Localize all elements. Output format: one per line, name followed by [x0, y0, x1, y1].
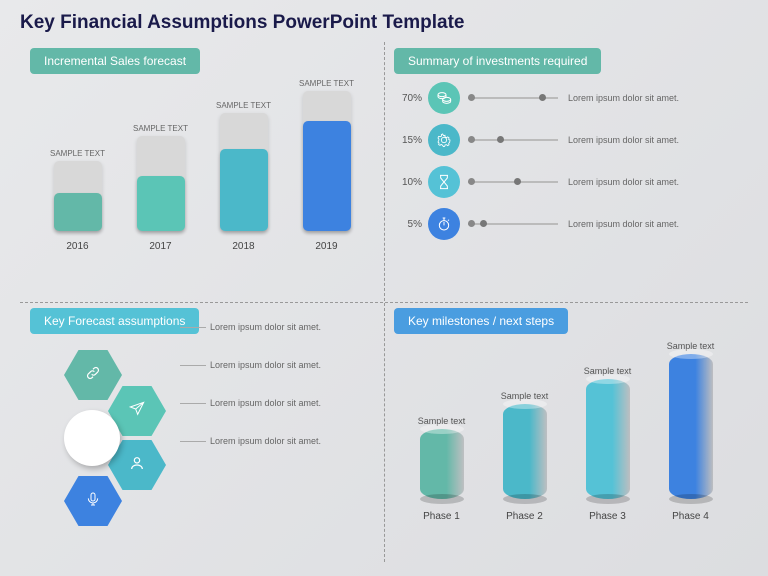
percent-label: 70% — [394, 93, 422, 104]
bar-inner — [137, 176, 185, 231]
tab-sales-forecast: Incremental Sales forecast — [30, 48, 200, 74]
plane-icon — [129, 401, 145, 422]
bar-year: 2019 — [315, 241, 337, 252]
bar-column: SAMPLE TEXT 2019 — [297, 79, 357, 252]
investment-text: Lorem ipsum dolor sit amet. — [568, 177, 679, 187]
investment-text: Lorem ipsum dolor sit amet. — [568, 135, 679, 145]
slider-track — [468, 139, 558, 141]
phase-label: Phase 4 — [672, 511, 709, 522]
bar-column: SAMPLE TEXT 2018 — [214, 101, 274, 252]
hex-cluster — [30, 346, 210, 526]
bar-inner — [220, 149, 268, 231]
phase-label: Phase 2 — [506, 511, 543, 522]
bar-chart: SAMPLE TEXT 2016SAMPLE TEXT 2017SAMPLE T… — [30, 82, 374, 252]
slider-track — [468, 181, 558, 183]
hourglass-icon — [428, 166, 460, 198]
assumption-text: Lorem ipsum dolor sit amet. — [210, 360, 321, 370]
tab-forecast-assumptions: Key Forecast assumptions — [30, 308, 199, 334]
bar-outer — [137, 136, 185, 231]
cylinder-bar — [503, 404, 547, 499]
phase-label: Phase 1 — [423, 511, 460, 522]
bar-outer — [303, 91, 351, 231]
quad-grid: Incremental Sales forecast SAMPLE TEXT 2… — [20, 42, 748, 562]
percent-label: 10% — [394, 177, 422, 188]
bar-inner — [54, 193, 102, 231]
link-icon — [85, 365, 101, 386]
bar-label: SAMPLE TEXT — [216, 101, 271, 110]
page-title: Key Financial Assumptions PowerPoint Tem… — [20, 12, 748, 34]
investment-row: 10% Lorem ipsum dolor sit amet. — [394, 166, 738, 198]
cylinder-column: Sample text Phase 2 — [494, 391, 556, 522]
cylinder-column: Sample text Phase 4 — [660, 341, 722, 522]
cylinder-chart: Sample text Phase 1 Sample text Phase 2 Sa… — [394, 342, 738, 522]
bar-year: 2016 — [66, 241, 88, 252]
bar-label: SAMPLE TEXT — [50, 149, 105, 158]
assumption-text: Lorem ipsum dolor sit amet. — [210, 436, 321, 446]
assumption-list: Lorem ipsum dolor sit amet. Lorem ipsum d… — [210, 322, 321, 474]
mic-icon — [85, 491, 101, 512]
percent-label: 15% — [394, 135, 422, 146]
bar-outer — [220, 113, 268, 231]
user-icon — [129, 455, 145, 476]
stopwatch-icon — [428, 208, 460, 240]
investment-text: Lorem ipsum dolor sit amet. — [568, 93, 679, 103]
assumption-text: Lorem ipsum dolor sit amet. — [210, 322, 321, 332]
coins-icon — [428, 82, 460, 114]
tab-investments: Summary of investments required — [394, 48, 601, 74]
panel-forecast-assumptions: Key Forecast assumptions Lorem ipsum dol… — [20, 302, 384, 562]
phase-label: Phase 3 — [589, 511, 626, 522]
center-circle — [64, 410, 120, 466]
hex-mic — [64, 476, 122, 526]
cylinder-column: Sample text Phase 1 — [411, 416, 473, 522]
bar-year: 2017 — [149, 241, 171, 252]
panel-milestones: Key milestones / next steps Sample text … — [384, 302, 748, 562]
cylinder-bar — [420, 429, 464, 499]
bar-column: SAMPLE TEXT 2016 — [48, 149, 108, 252]
percent-label: 5% — [394, 219, 422, 230]
panel-investments: Summary of investments required 70% Lore… — [384, 42, 748, 302]
investment-row: 5% Lorem ipsum dolor sit amet. — [394, 208, 738, 240]
assumption-text: Lorem ipsum dolor sit amet. — [210, 398, 321, 408]
bar-label: SAMPLE TEXT — [299, 79, 354, 88]
slider-track — [468, 223, 558, 225]
bar-outer — [54, 161, 102, 231]
cylinder-column: Sample text Phase 3 — [577, 366, 639, 522]
bar-label: SAMPLE TEXT — [133, 124, 188, 133]
tab-milestones: Key milestones / next steps — [394, 308, 568, 334]
bar-year: 2018 — [232, 241, 254, 252]
cylinder-bar — [669, 354, 713, 499]
investment-row: 70% Lorem ipsum dolor sit amet. — [394, 82, 738, 114]
panel-sales-forecast: Incremental Sales forecast SAMPLE TEXT 2… — [20, 42, 384, 302]
bar-inner — [303, 121, 351, 231]
cylinder-bar — [586, 379, 630, 499]
investment-text: Lorem ipsum dolor sit amet. — [568, 219, 679, 229]
investment-row: 15% Lorem ipsum dolor sit amet. — [394, 124, 738, 156]
gear-icon — [428, 124, 460, 156]
slider-track — [468, 97, 558, 99]
bar-column: SAMPLE TEXT 2017 — [131, 124, 191, 252]
